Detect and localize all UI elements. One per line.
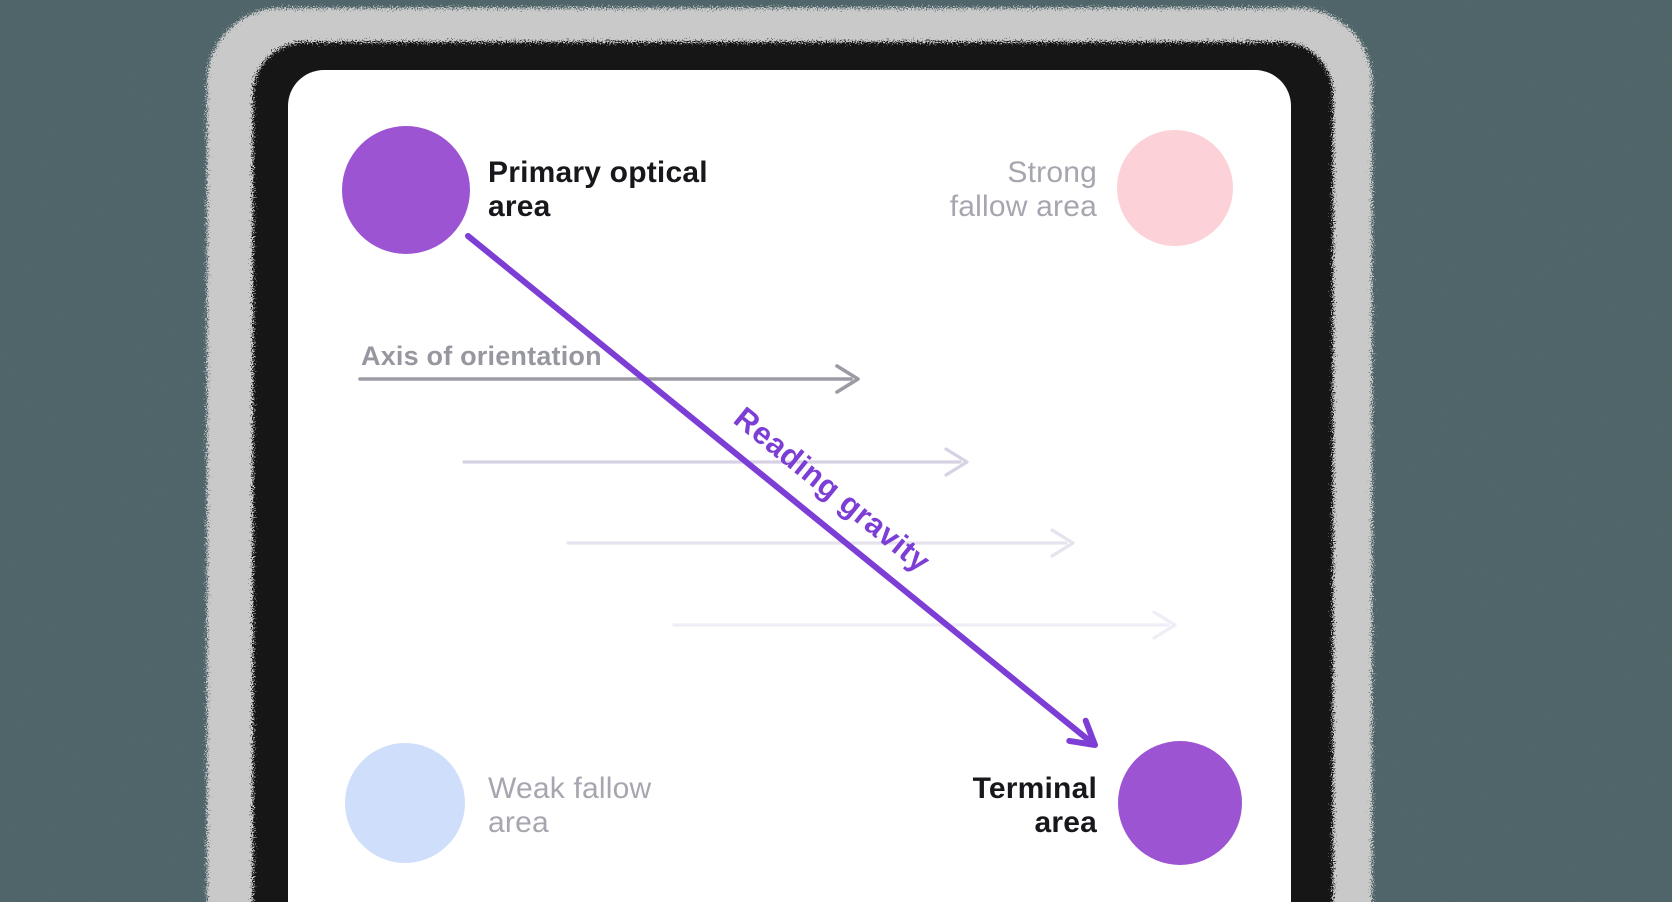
terminal-label: Terminal area: [973, 772, 1097, 840]
axis-arrow-2: [462, 447, 969, 477]
axis-arrow-1: [358, 364, 860, 394]
weak-fallow-label-line2: area: [488, 806, 549, 839]
terminal-circle: [1118, 741, 1242, 865]
primary-optical-label-line2: area: [488, 190, 551, 223]
card: Primary optical area Strong fallow area …: [288, 70, 1291, 902]
diagram-art: [342, 126, 1242, 865]
terminal-label-line1: Terminal: [972, 772, 1097, 805]
axis-arrow-4: [672, 610, 1177, 640]
primary-optical-label: Primary optical area: [488, 156, 708, 224]
strong-fallow-label: Strong fallow area: [950, 156, 1097, 224]
strong-fallow-label-line1: Strong: [1007, 156, 1097, 189]
strong-fallow-label-line2: fallow area: [949, 190, 1097, 223]
weak-fallow-label: Weak fallow area: [488, 772, 651, 840]
strong-fallow-circle: [1117, 130, 1233, 246]
axis-arrow-3: [566, 528, 1075, 558]
primary-optical-label-line1: Primary optical: [488, 156, 708, 189]
axis-of-orientation-label: Axis of orientation: [361, 341, 602, 371]
weak-fallow-label-line1: Weak fallow: [488, 772, 652, 805]
primary-optical-circle: [342, 126, 470, 254]
weak-fallow-circle: [345, 743, 465, 863]
reading-gravity-arrow: [465, 233, 1098, 748]
terminal-label-line2: area: [1034, 806, 1097, 839]
